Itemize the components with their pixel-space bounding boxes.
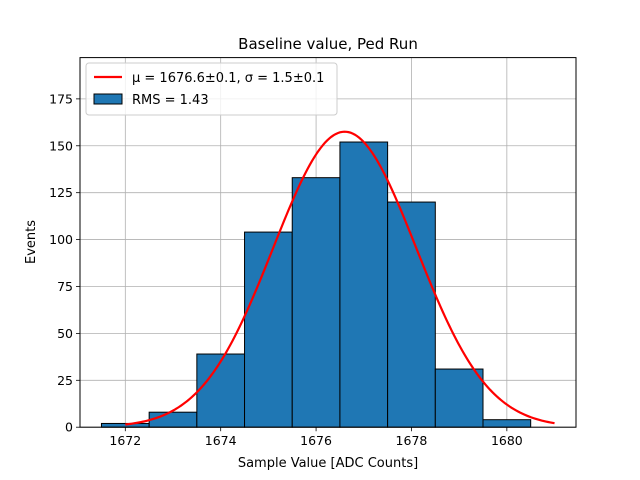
y-tick-label: 0 bbox=[65, 420, 73, 435]
histogram-bar bbox=[339, 141, 389, 428]
x-tick-label: 1672 bbox=[109, 433, 141, 448]
chart-title: Baseline value, Ped Run bbox=[238, 35, 418, 53]
histogram-bar bbox=[148, 411, 198, 428]
legend-box bbox=[85, 62, 338, 116]
x-tick-label: 1680 bbox=[491, 433, 523, 448]
legend-hist-swatch bbox=[93, 93, 123, 105]
x-axis-label: Sample Value [ADC Counts] bbox=[238, 456, 418, 471]
y-axis-ticks: 0 25 50 75 100 125 150 175 bbox=[49, 91, 80, 435]
histogram-bar bbox=[244, 231, 293, 428]
y-tick-label: 25 bbox=[57, 373, 73, 388]
y-axis-label: Events bbox=[24, 220, 39, 264]
histogram-bar bbox=[434, 368, 484, 428]
histogram-bar bbox=[291, 177, 341, 428]
y-tick-label: 75 bbox=[57, 279, 73, 294]
histogram-bars bbox=[100, 141, 532, 428]
y-tick-label: 150 bbox=[49, 138, 73, 153]
y-tick-label: 50 bbox=[57, 326, 73, 341]
y-tick-label: 100 bbox=[49, 232, 73, 247]
histogram-bar bbox=[387, 201, 436, 428]
plot-frame bbox=[79, 57, 577, 428]
y-tick-label: 175 bbox=[49, 91, 73, 106]
legend-hist-label: RMS = 1.43 bbox=[132, 93, 209, 108]
legend: μ = 1676.6±0.1, σ = 1.5±0.1 RMS = 1.43 bbox=[85, 62, 338, 116]
histogram-bar bbox=[482, 419, 532, 428]
x-tick-label: 1678 bbox=[396, 433, 428, 448]
x-tick-label: 1674 bbox=[205, 433, 237, 448]
histogram-bar bbox=[196, 353, 246, 428]
x-tick-label: 1676 bbox=[300, 433, 332, 448]
x-axis-ticks: 1672 1674 1676 1678 1680 bbox=[109, 427, 523, 448]
gaussian-fit-curve bbox=[125, 130, 555, 426]
legend-fit-label: μ = 1676.6±0.1, σ = 1.5±0.1 bbox=[132, 71, 324, 86]
y-tick-label: 125 bbox=[49, 185, 73, 200]
